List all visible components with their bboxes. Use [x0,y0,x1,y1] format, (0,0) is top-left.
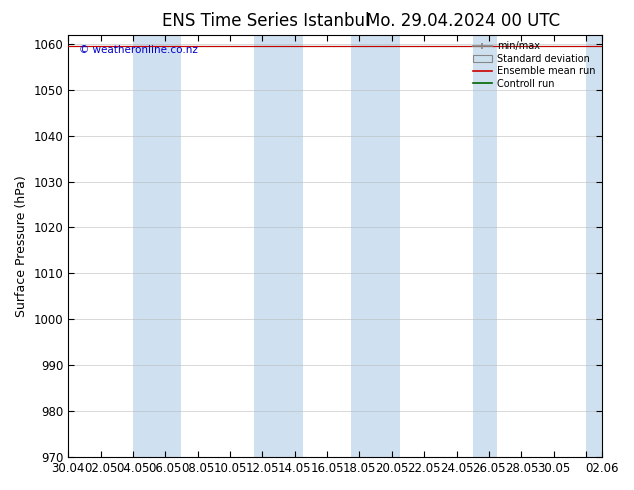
Y-axis label: Surface Pressure (hPa): Surface Pressure (hPa) [15,175,28,317]
Bar [133,35,181,457]
Bar [586,35,618,457]
Text: © weatheronline.co.nz: © weatheronline.co.nz [79,45,198,55]
Bar [473,35,497,457]
Bar [351,35,400,457]
Text: Mo. 29.04.2024 00 UTC: Mo. 29.04.2024 00 UTC [366,12,560,30]
Text: ENS Time Series Istanbul: ENS Time Series Istanbul [162,12,370,30]
Legend: min/max, Standard deviation, Ensemble mean run, Controll run: min/max, Standard deviation, Ensemble me… [470,40,597,91]
Bar [254,35,303,457]
